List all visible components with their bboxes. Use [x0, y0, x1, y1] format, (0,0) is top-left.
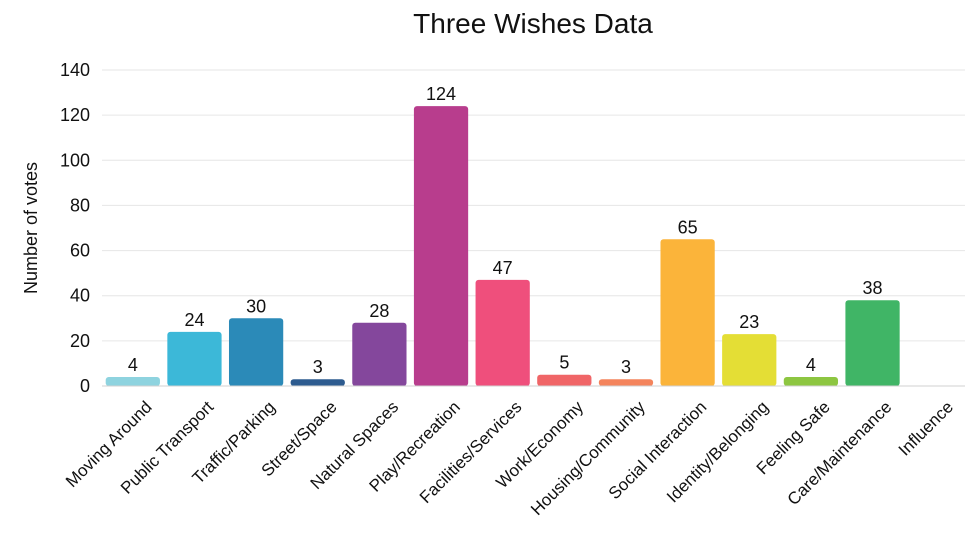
- data-label: 3: [313, 357, 323, 377]
- data-label: 24: [184, 310, 204, 330]
- bar: [475, 279, 530, 386]
- data-label: 4: [128, 355, 138, 375]
- y-tick-label: 140: [60, 60, 90, 80]
- y-axis-label: Number of votes: [21, 162, 41, 294]
- y-tick-label: 60: [70, 241, 90, 261]
- x-tick-label: Influence: [895, 397, 957, 459]
- y-tick-label: 80: [70, 195, 90, 215]
- y-tick-label: 40: [70, 286, 90, 306]
- bar: [783, 376, 839, 386]
- data-label: 65: [678, 217, 698, 237]
- bar: [413, 106, 469, 386]
- bar: [722, 334, 777, 386]
- bar: [167, 331, 222, 386]
- x-tick-label: Housing/Community: [527, 397, 649, 519]
- bar: [845, 300, 900, 386]
- y-tick-label: 20: [70, 331, 90, 351]
- data-label: 38: [863, 278, 883, 298]
- bar: [598, 379, 654, 386]
- data-label: 124: [426, 84, 456, 104]
- x-tick-label: Care/Maintenance: [784, 397, 896, 509]
- data-label: 23: [739, 312, 759, 332]
- data-labels: 4 24 30 3 28 124 47 5 3 65 23 4 38: [128, 84, 883, 377]
- x-tick-label: Facilities/Services: [416, 397, 526, 507]
- y-axis-ticks: 0 20 40 60 80 100 120 140: [60, 60, 90, 396]
- bar: [290, 379, 345, 386]
- y-tick-label: 120: [60, 105, 90, 125]
- data-label: 5: [559, 353, 569, 373]
- bar: [228, 318, 284, 386]
- data-label: 30: [246, 296, 266, 316]
- bar: [352, 322, 407, 386]
- bars: [105, 106, 900, 386]
- bar: [537, 374, 592, 386]
- y-tick-label: 0: [80, 376, 90, 396]
- gridlines: [102, 69, 965, 342]
- chart-title: Three Wishes Data: [413, 8, 653, 39]
- y-tick-label: 100: [60, 150, 90, 170]
- bar: [105, 376, 160, 386]
- bar: [660, 239, 715, 386]
- data-label: 28: [369, 301, 389, 321]
- data-label: 3: [621, 357, 631, 377]
- data-label: 47: [493, 258, 513, 278]
- data-label: 4: [806, 355, 816, 375]
